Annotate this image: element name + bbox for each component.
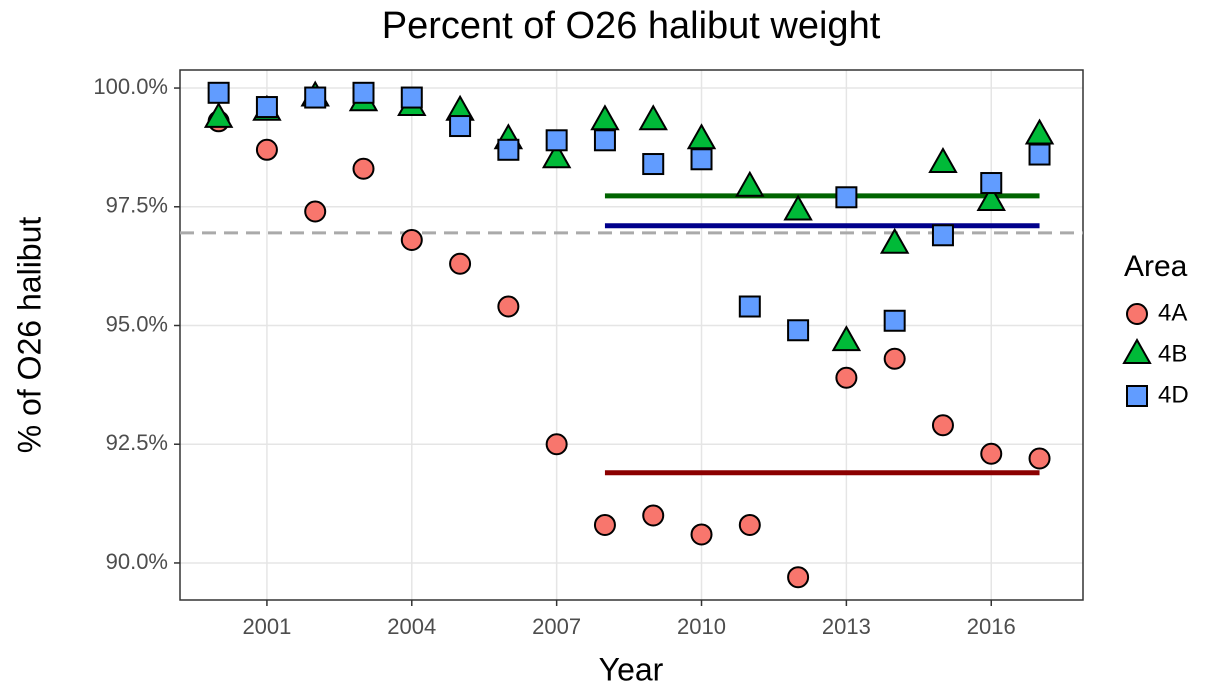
point bbox=[400, 229, 423, 252]
point bbox=[449, 252, 472, 275]
y-axis-label: % of O26 halibut bbox=[11, 217, 47, 454]
point bbox=[686, 123, 717, 150]
x-tick-label: 2013 bbox=[822, 614, 871, 639]
point bbox=[541, 142, 572, 169]
point bbox=[590, 104, 620, 131]
y-tick-label: 90.0% bbox=[106, 549, 168, 574]
x-tick-label: 2010 bbox=[677, 614, 726, 639]
point bbox=[304, 86, 327, 109]
point bbox=[497, 295, 520, 318]
point bbox=[449, 115, 472, 138]
plot-border bbox=[179, 69, 1084, 601]
x-axis-label: Year bbox=[599, 651, 664, 687]
point bbox=[928, 146, 958, 174]
point bbox=[787, 566, 810, 589]
y-tick-label: 92.5% bbox=[106, 430, 168, 455]
point bbox=[879, 227, 910, 254]
point bbox=[976, 184, 1006, 212]
x-tick-label: 2007 bbox=[532, 614, 581, 639]
point bbox=[642, 504, 665, 527]
legend-marker bbox=[1126, 385, 1148, 407]
point bbox=[638, 104, 668, 131]
point bbox=[931, 414, 954, 437]
point bbox=[835, 366, 858, 389]
y-tick-label: 95.0% bbox=[106, 311, 168, 336]
point bbox=[787, 319, 810, 342]
point bbox=[738, 513, 761, 536]
legend-label: 4A bbox=[1158, 299, 1187, 326]
y-tick-label: 100.0% bbox=[93, 74, 168, 99]
point bbox=[1028, 143, 1051, 166]
point bbox=[883, 309, 906, 332]
point bbox=[255, 96, 278, 119]
x-tick-label: 2004 bbox=[387, 614, 436, 639]
point bbox=[352, 157, 375, 180]
x-tick-label: 2016 bbox=[967, 614, 1016, 639]
point bbox=[738, 295, 761, 318]
legend-title: Area bbox=[1124, 250, 1188, 283]
point bbox=[545, 129, 568, 152]
x-tick-label: 2001 bbox=[242, 614, 291, 639]
point bbox=[690, 523, 713, 546]
legend-marker bbox=[1122, 337, 1152, 364]
chart-title: Percent of O26 halibut weight bbox=[382, 5, 881, 47]
point bbox=[352, 81, 375, 104]
point bbox=[931, 224, 954, 247]
point bbox=[831, 325, 862, 352]
point bbox=[1024, 118, 1055, 145]
point bbox=[883, 347, 906, 370]
point bbox=[203, 101, 234, 128]
point bbox=[783, 194, 813, 221]
point bbox=[255, 138, 278, 161]
point bbox=[497, 138, 520, 161]
legend-label: 4B bbox=[1158, 340, 1187, 367]
point bbox=[642, 153, 665, 176]
y-tick-label: 97.5% bbox=[106, 193, 168, 218]
point bbox=[207, 81, 230, 104]
point bbox=[593, 513, 616, 536]
point bbox=[735, 170, 765, 197]
point bbox=[304, 200, 327, 223]
point bbox=[835, 186, 858, 209]
point bbox=[400, 86, 423, 109]
point bbox=[1028, 447, 1051, 470]
point bbox=[980, 442, 1003, 465]
legend-marker bbox=[1126, 303, 1148, 325]
point bbox=[593, 129, 616, 152]
point bbox=[545, 433, 568, 456]
point bbox=[690, 148, 713, 171]
legend-label: 4D bbox=[1158, 381, 1189, 408]
point bbox=[980, 172, 1003, 195]
